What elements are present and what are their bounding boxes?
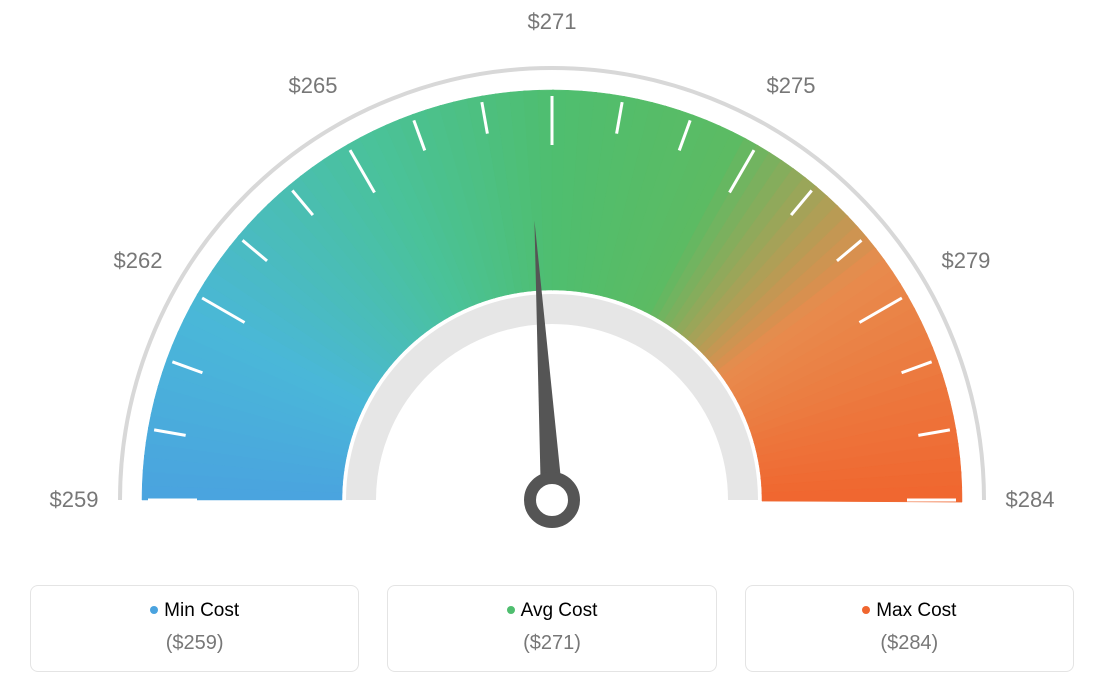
gauge-tick-label: $284	[1006, 487, 1055, 513]
gauge-tick-label: $279	[941, 248, 990, 274]
gauge-svg	[0, 0, 1104, 570]
gauge-tick-label: $259	[50, 487, 99, 513]
legend-dot-avg	[507, 606, 515, 614]
legend-dot-min	[150, 606, 158, 614]
gauge-tick-label: $271	[528, 9, 577, 35]
legend-label-avg-text: Avg Cost	[521, 600, 598, 621]
legend-card-max: Max Cost ($284)	[745, 585, 1074, 672]
legend-label-max-text: Max Cost	[876, 600, 956, 621]
legend-label-avg: Avg Cost	[398, 600, 705, 622]
legend-value-max: ($284)	[756, 632, 1063, 655]
legend-row: Min Cost ($259) Avg Cost ($271) Max Cost…	[30, 585, 1074, 672]
gauge-tick-label: $265	[289, 73, 338, 99]
gauge-tick-label: $275	[767, 73, 816, 99]
legend-card-min: Min Cost ($259)	[30, 585, 359, 672]
legend-label-max: Max Cost	[756, 600, 1063, 622]
legend-label-min-text: Min Cost	[164, 600, 239, 621]
legend-value-avg: ($271)	[398, 632, 705, 655]
gauge-needle-hub	[530, 478, 574, 522]
legend-card-avg: Avg Cost ($271)	[387, 585, 716, 672]
legend-dot-max	[862, 606, 870, 614]
gauge-chart-container: $259 $262 $265 $271 $275 $279 $284 Min Cost ($…	[0, 0, 1104, 690]
legend-value-min: ($259)	[41, 632, 348, 655]
gauge-tick-label: $262	[114, 248, 163, 274]
gauge-area: $259 $262 $265 $271 $275 $279 $284	[0, 0, 1104, 570]
legend-label-min: Min Cost	[41, 600, 348, 622]
